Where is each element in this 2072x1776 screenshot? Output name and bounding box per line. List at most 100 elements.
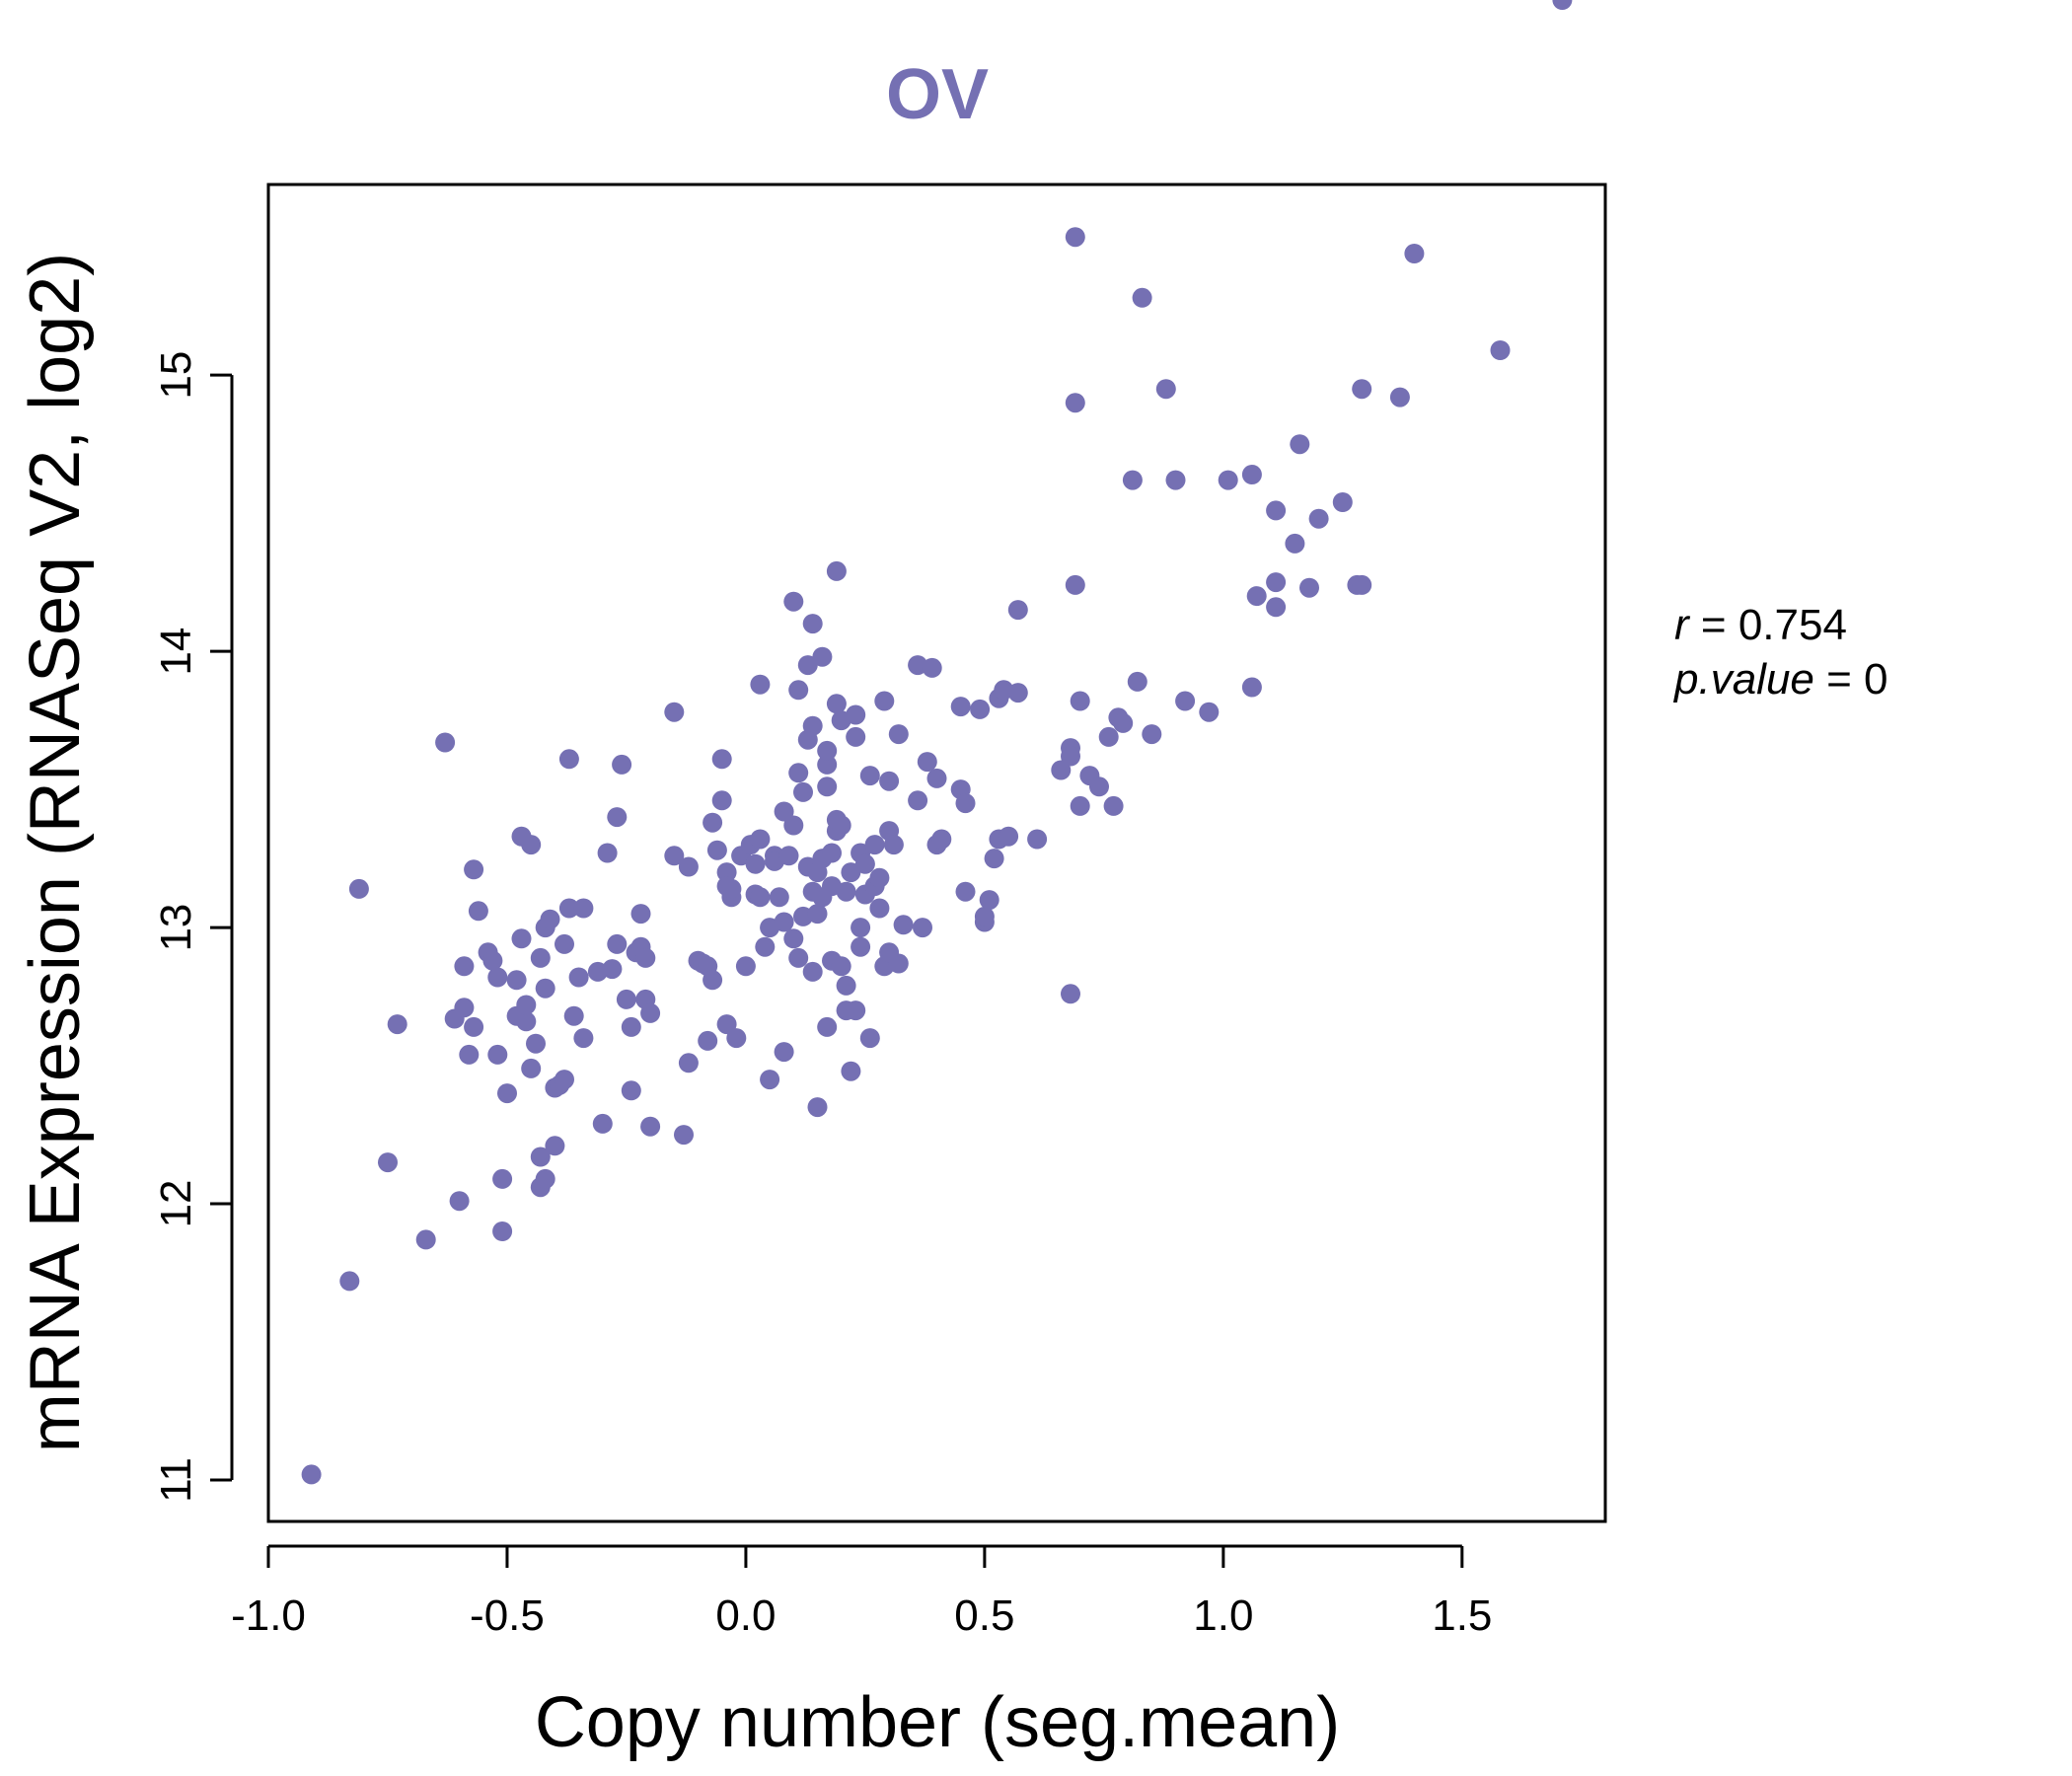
- data-point: [1308, 508, 1329, 529]
- data-point: [778, 846, 799, 866]
- data-point: [526, 1033, 546, 1054]
- data-point: [1065, 574, 1085, 595]
- data-point: [616, 989, 636, 1009]
- data-point: [1266, 500, 1287, 521]
- data-point: [1266, 572, 1287, 593]
- y-tick-label: 14: [152, 628, 200, 676]
- data-point: [970, 699, 991, 719]
- x-axis: -1.0 -0.5 0.0 0.5 1.0 1.5: [231, 1544, 1492, 1640]
- data-point: [1165, 470, 1186, 490]
- data-point: [558, 898, 579, 919]
- data-point: [955, 793, 976, 814]
- data-point: [1089, 777, 1109, 797]
- data-point: [545, 1136, 565, 1156]
- data-point: [721, 878, 742, 899]
- data-point: [621, 1016, 641, 1037]
- data-point: [750, 829, 771, 850]
- data-point: [846, 726, 866, 747]
- data-point: [612, 754, 632, 775]
- data-point: [846, 704, 866, 725]
- data-point: [1027, 829, 1048, 850]
- data-point: [348, 878, 369, 899]
- data-point: [487, 967, 508, 988]
- data-point: [913, 918, 932, 938]
- data-point: [1132, 287, 1152, 308]
- data-point: [468, 901, 488, 922]
- data-point: [716, 1014, 737, 1035]
- data-point: [802, 614, 823, 634]
- data-point: [301, 1464, 322, 1485]
- x-tick-label: 1.0: [1193, 1591, 1253, 1640]
- r-annotation: r = 0.754: [1674, 601, 1847, 649]
- data-point: [454, 998, 475, 1018]
- data-point: [511, 928, 532, 949]
- data-point: [1352, 574, 1372, 595]
- x-tick-label: -1.0: [231, 1591, 306, 1640]
- data-point: [1098, 726, 1119, 747]
- data-point: [1241, 677, 1262, 698]
- data-point: [1389, 387, 1410, 407]
- data-point: [1155, 379, 1176, 400]
- data-point: [592, 1113, 613, 1134]
- stats-annotation: r = 0.754 p.value = 0: [1672, 601, 1888, 703]
- data-point: [1061, 984, 1080, 1004]
- data-point: [1199, 702, 1220, 722]
- data-point: [1065, 393, 1085, 413]
- data-point: [869, 898, 890, 919]
- data-point: [1246, 586, 1267, 607]
- data-point: [874, 691, 895, 711]
- data-point: [726, 1028, 747, 1049]
- data-point: [521, 1058, 542, 1078]
- p-label: p.value: [1672, 655, 1814, 703]
- data-point: [864, 835, 885, 855]
- data-point: [1218, 470, 1238, 490]
- data-point: [506, 970, 527, 991]
- data-point: [745, 853, 766, 874]
- data-point: [774, 801, 794, 822]
- data-point: [535, 978, 555, 999]
- x-tick-label: -0.5: [470, 1591, 545, 1640]
- data-point: [1065, 227, 1085, 248]
- data-point: [802, 715, 823, 736]
- data-point: [1285, 533, 1305, 554]
- data-point: [851, 936, 871, 957]
- data-point: [831, 815, 851, 836]
- data-point: [1142, 724, 1162, 745]
- r-equals: =: [1701, 601, 1739, 649]
- data-point: [1490, 340, 1511, 360]
- data-point: [435, 732, 456, 753]
- data-point: [630, 904, 651, 925]
- data-point: [831, 956, 851, 977]
- x-tick-label: 0.5: [954, 1591, 1014, 1640]
- data-point: [530, 947, 551, 968]
- data-point: [454, 956, 475, 977]
- data-point: [703, 812, 723, 833]
- data-point: [573, 1028, 594, 1049]
- data-point: [521, 835, 542, 855]
- data-point: [674, 1125, 694, 1146]
- data-point: [706, 840, 727, 860]
- data-point: [760, 1070, 780, 1090]
- data-point: [984, 849, 1004, 869]
- data-point: [1352, 379, 1372, 400]
- data-point: [497, 1083, 517, 1104]
- data-point: [826, 560, 847, 581]
- data-point: [807, 904, 828, 925]
- data-point: [788, 680, 809, 701]
- y-axis-label: mRNA Expression (RNASeq V2, log2): [16, 253, 95, 1452]
- data-point: [774, 912, 794, 932]
- y-tick-label: 11: [152, 1457, 200, 1503]
- data-point: [535, 1168, 555, 1189]
- data-point: [1070, 691, 1090, 711]
- data-point: [1103, 795, 1124, 816]
- data-point: [851, 918, 871, 938]
- p-equals: =: [1826, 655, 1864, 703]
- data-point: [711, 790, 732, 811]
- data-point: [859, 1028, 880, 1049]
- data-point: [917, 752, 937, 773]
- data-point: [955, 881, 976, 902]
- data-point: [602, 959, 623, 980]
- chart-title: OV: [886, 55, 989, 134]
- data-point: [1061, 746, 1080, 767]
- data-point: [974, 906, 995, 926]
